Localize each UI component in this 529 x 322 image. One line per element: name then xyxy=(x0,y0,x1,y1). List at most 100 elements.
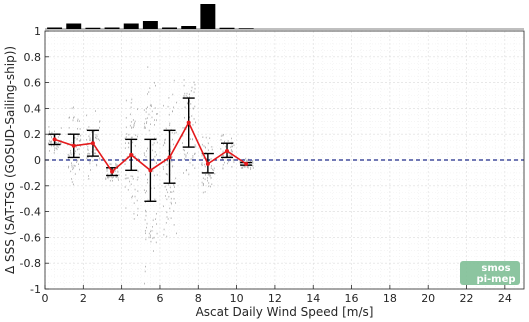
scatter-point xyxy=(183,84,185,87)
scatter-point xyxy=(210,177,212,179)
scatter-point xyxy=(76,138,78,140)
scatter-point xyxy=(137,190,139,192)
scatter-point xyxy=(224,161,225,164)
scatter-point xyxy=(224,140,225,143)
mean-point xyxy=(90,141,95,146)
scatter-point xyxy=(133,124,135,127)
scatter-point xyxy=(48,150,50,152)
scatter-point xyxy=(87,156,89,158)
scatter-point xyxy=(91,156,93,158)
scatter-point xyxy=(49,134,51,136)
scatter-point xyxy=(47,134,49,136)
scatter-point xyxy=(126,177,128,180)
scatter-point xyxy=(154,155,156,158)
scatter-point xyxy=(231,154,232,157)
scatter-point xyxy=(68,166,69,169)
scatter-point xyxy=(175,131,177,134)
scatter-point xyxy=(48,132,50,134)
scatter-point xyxy=(108,175,110,178)
scatter-point xyxy=(144,270,146,273)
scatter-point xyxy=(163,168,165,170)
scatter-point xyxy=(223,143,225,145)
scatter-point xyxy=(125,174,127,176)
scatter-point xyxy=(194,144,196,146)
y-tick-label: -0.4 xyxy=(20,206,41,219)
scatter-point xyxy=(124,137,126,140)
scatter-point xyxy=(50,144,52,147)
scatter-point xyxy=(70,170,72,173)
scatter-point xyxy=(107,175,109,178)
scatter-point xyxy=(145,210,147,213)
scatter-point xyxy=(115,164,117,166)
scatter-point xyxy=(88,135,90,138)
scatter-point xyxy=(156,223,158,225)
scatter-point xyxy=(88,126,90,128)
scatter-point xyxy=(111,176,113,179)
scatter-point xyxy=(154,159,156,162)
scatter-point xyxy=(233,161,235,164)
scatter-point xyxy=(125,136,127,138)
scatter-point xyxy=(156,162,157,165)
scatter-point xyxy=(164,138,166,141)
scatter-point xyxy=(145,117,147,120)
scatter-point xyxy=(132,195,133,198)
scatter-point xyxy=(185,154,187,157)
scatter-point xyxy=(148,236,150,239)
scatter-point xyxy=(184,92,186,95)
scatter-point xyxy=(162,144,164,147)
scatter-point xyxy=(205,136,207,139)
scatter-point xyxy=(153,142,155,144)
scatter-point xyxy=(201,162,203,164)
scatter-point xyxy=(145,265,146,268)
scatter-point xyxy=(156,141,158,144)
scatter-point xyxy=(51,140,52,143)
scatter-point xyxy=(137,157,139,160)
scatter-point xyxy=(211,148,213,151)
scatter-point xyxy=(133,126,134,129)
scatter-point xyxy=(202,191,204,194)
scatter-point xyxy=(125,126,127,129)
scatter-point xyxy=(155,241,157,244)
scatter-point xyxy=(86,157,88,159)
scatter-point xyxy=(228,160,230,163)
scatter-point xyxy=(70,152,72,154)
scatter-point xyxy=(166,173,168,176)
scatter-point xyxy=(162,165,164,168)
scatter-point xyxy=(152,170,154,172)
scatter-point xyxy=(194,167,196,170)
scatter-point xyxy=(165,222,167,224)
scatter-point xyxy=(129,124,131,127)
scatter-point xyxy=(192,164,194,166)
scatter-point xyxy=(173,143,174,146)
scatter-point xyxy=(89,162,91,165)
x-tick-label: 6 xyxy=(156,292,163,305)
scatter-point xyxy=(155,218,156,220)
scatter-point xyxy=(133,202,135,204)
scatter-point xyxy=(220,148,222,150)
scatter-point xyxy=(136,199,138,202)
scatter-point xyxy=(115,162,117,165)
scatter-point xyxy=(166,235,168,238)
histogram-bar xyxy=(219,27,235,29)
scatter-point xyxy=(110,176,112,178)
scatter-point xyxy=(247,165,249,167)
scatter-point xyxy=(74,137,76,139)
scatter-point xyxy=(153,159,155,161)
scatter-point xyxy=(126,133,128,135)
scatter-point xyxy=(135,134,137,136)
scatter-point xyxy=(67,153,69,156)
scatter-point xyxy=(125,160,127,162)
scatter-point xyxy=(175,202,177,204)
scatter-point xyxy=(144,219,146,221)
scatter-point xyxy=(171,202,172,205)
scatter-point xyxy=(210,185,211,188)
scatter-point xyxy=(133,218,135,220)
scatter-point xyxy=(194,152,196,155)
scatter-point xyxy=(209,175,211,178)
scatter-point xyxy=(87,145,89,148)
scatter-point xyxy=(195,145,197,148)
scatter-point xyxy=(88,178,90,180)
scatter-point xyxy=(107,173,109,176)
scatter-point xyxy=(133,123,135,126)
scatter-point xyxy=(203,145,205,147)
